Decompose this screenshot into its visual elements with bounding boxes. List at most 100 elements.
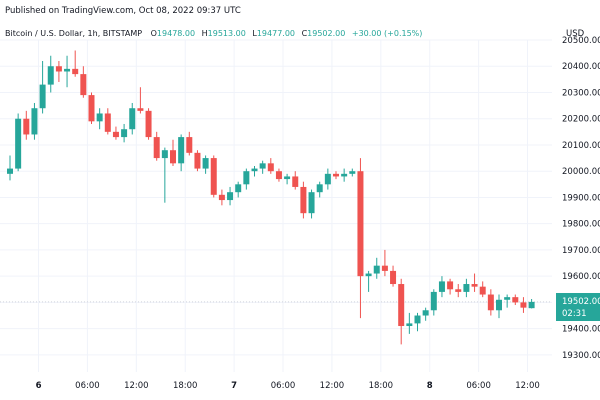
candle	[398, 278, 405, 345]
candle-body	[496, 299, 502, 311]
candle-body	[227, 192, 234, 201]
candle	[471, 273, 478, 292]
change-value: +30.00 (+0.15%)	[352, 29, 423, 38]
candle-body	[300, 186, 307, 214]
candle	[438, 276, 445, 298]
price-tick-label: 20000.00	[562, 167, 600, 177]
candle	[487, 289, 494, 316]
grid	[0, 39, 552, 372]
candle	[243, 168, 250, 190]
time-axis[interactable]: 6 06:00 12:00 18:00 7 06:00 12:00 18:00 8 06:00 12…	[36, 381, 540, 391]
candle-body	[520, 302, 527, 308]
candle	[333, 171, 339, 180]
candle	[15, 113, 22, 172]
candle-body	[153, 137, 160, 159]
price-tick-label: 19700.00	[562, 246, 600, 256]
countdown-label: 02:31	[562, 309, 587, 319]
candle	[479, 281, 486, 298]
candle	[341, 168, 348, 182]
candle	[80, 66, 87, 98]
candle-body	[479, 286, 486, 295]
candle-body	[422, 310, 429, 316]
candle	[96, 108, 103, 130]
candle	[496, 294, 502, 319]
legend-line: Bitcoin / U.S. Dollar, 1h, BITSTAMP O194…	[5, 29, 422, 38]
candle	[55, 60, 62, 82]
candle-body	[96, 113, 103, 122]
time-tick-label: 8	[427, 381, 433, 391]
candle	[129, 102, 136, 135]
price-tick-label: 20500.00	[562, 36, 600, 46]
candle-body	[406, 323, 413, 327]
candle-body	[292, 176, 299, 187]
candle-body	[512, 297, 519, 303]
time-tick-label: 6	[36, 381, 42, 391]
candle-body	[186, 137, 193, 153]
candle	[104, 108, 111, 135]
candle	[447, 278, 454, 295]
currency-label: USD	[566, 29, 585, 39]
candle-body	[349, 171, 356, 174]
candle	[422, 307, 429, 321]
candle	[170, 139, 176, 166]
candle-body	[390, 270, 397, 285]
candle-body	[447, 281, 454, 290]
candles	[7, 50, 535, 345]
candle	[153, 131, 160, 161]
candle	[504, 294, 511, 308]
candle-body	[88, 95, 95, 122]
candle-body	[267, 163, 274, 172]
candle-body	[210, 158, 217, 195]
candle	[373, 257, 380, 279]
time-tick-label: 06:00	[271, 381, 296, 391]
candle-body	[463, 284, 470, 292]
candle-body	[365, 273, 372, 277]
candle-body	[275, 171, 282, 180]
candle	[112, 126, 119, 140]
candle-body	[178, 137, 185, 164]
candle-body	[316, 184, 323, 193]
candle-body	[381, 265, 388, 271]
candle	[47, 55, 54, 93]
time-tick-label: 18:00	[173, 381, 198, 391]
candle-body	[438, 281, 445, 292]
candle-body	[333, 173, 339, 177]
candle	[463, 278, 470, 298]
candle	[121, 123, 128, 143]
candle-body	[104, 113, 111, 132]
time-tick-label: 06:00	[466, 381, 491, 391]
candle-body	[72, 68, 79, 75]
candle-body	[504, 297, 511, 300]
candle	[259, 160, 266, 174]
candle-body	[528, 301, 535, 309]
candle-body	[430, 291, 437, 311]
candle	[178, 134, 185, 172]
candle	[390, 265, 397, 287]
candle-body	[202, 158, 209, 169]
candle-body	[324, 173, 331, 185]
price-tick-label: 19600.00	[562, 272, 600, 282]
candle-body	[80, 74, 87, 96]
candle	[365, 270, 372, 292]
candle-body	[455, 289, 462, 292]
candle	[235, 181, 242, 198]
candle-body	[259, 163, 266, 169]
candle	[520, 297, 527, 313]
candle-body	[7, 168, 13, 174]
last-price-box	[556, 293, 600, 321]
candle	[308, 189, 315, 219]
price-tick-label: 19300.00	[562, 351, 600, 361]
price-tick-label: 19900.00	[562, 193, 600, 203]
symbol-label: Bitcoin / U.S. Dollar, 1h, BITSTAMP	[5, 29, 142, 38]
ohlc-open-value: 19478.00	[157, 29, 195, 38]
ohlc-low-value: 19477.00	[257, 29, 295, 38]
candle	[145, 108, 152, 140]
candle-body	[341, 173, 348, 177]
ohlc-high-key: H	[202, 29, 208, 38]
candle-body	[121, 129, 128, 138]
candle-body	[235, 184, 242, 193]
candle	[430, 289, 437, 316]
candle	[349, 168, 356, 177]
candle-body	[170, 150, 176, 164]
